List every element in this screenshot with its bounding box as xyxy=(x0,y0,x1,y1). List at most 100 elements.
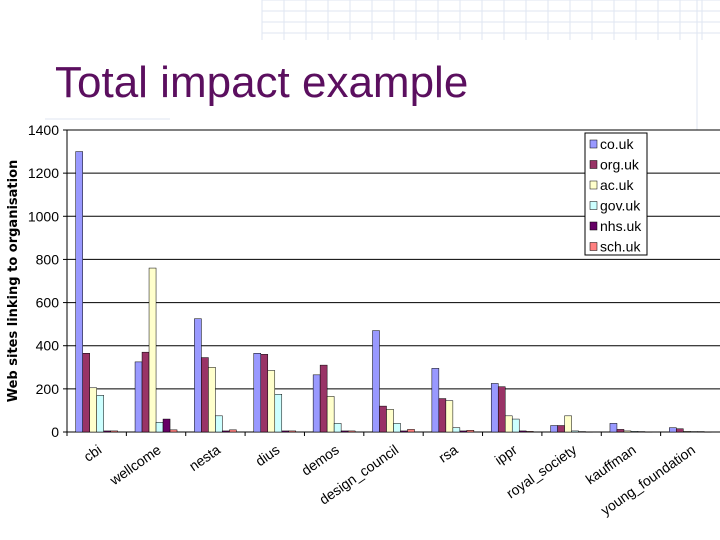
bar-sch-uk-kauffman xyxy=(644,431,653,433)
bar-nhs-uk-rsa xyxy=(459,430,468,433)
legend-label-ac-uk: ac.uk xyxy=(600,177,634,193)
legend-label-sch-uk: sch.uk xyxy=(600,239,641,255)
bar-nhs-uk-dius xyxy=(281,430,290,433)
x-tick-label-dius: dius xyxy=(252,441,282,469)
y-tick-label: 600 xyxy=(36,295,60,311)
bar-co-uk-royal-society xyxy=(550,425,558,433)
bar-ac-uk-young-foundation xyxy=(683,431,691,433)
bar-nhs-uk-design-council xyxy=(400,430,408,433)
bar-gov-uk-kauffman xyxy=(630,431,639,433)
bar-gov-uk-ippr xyxy=(511,418,520,433)
bar-ac-uk-cbi xyxy=(89,387,97,433)
bar-ac-uk-royal-society xyxy=(564,415,572,433)
legend-swatch-org-uk xyxy=(589,160,598,169)
bar-sch-uk-young-foundation xyxy=(704,431,712,433)
bar-sch-uk-royal-society xyxy=(585,431,593,433)
bar-sch-uk-wellcome xyxy=(169,429,178,433)
bar-co-uk-rsa xyxy=(431,368,440,433)
bar-ac-uk-design-council xyxy=(386,409,394,433)
bar-org-uk-royal-society xyxy=(557,425,565,433)
bar-nhs-uk-nesta xyxy=(222,430,230,433)
bar-co-uk-cbi xyxy=(75,151,83,433)
bar-co-uk-nesta xyxy=(194,318,202,433)
bar-gov-uk-design-council xyxy=(393,423,401,433)
bar-co-uk-ippr xyxy=(490,383,499,433)
legend-label-gov-uk: gov.uk xyxy=(600,198,641,214)
x-tick-label-wellcome: wellcome xyxy=(106,441,164,488)
bar-gov-uk-young-foundation xyxy=(690,431,698,433)
bar-nhs-uk-royal-society xyxy=(578,431,586,433)
legend-label-nhs-uk: nhs.uk xyxy=(600,218,642,234)
bar-co-uk-demos xyxy=(312,374,321,433)
bar-gov-uk-cbi xyxy=(96,395,104,433)
bars xyxy=(75,151,712,433)
legend: co.uk org.uk ac.uk gov.uk nhs.uk sch.uk xyxy=(584,132,648,256)
bar-org-uk-wellcome xyxy=(141,351,150,433)
x-tick-label-ippr: ippr xyxy=(492,441,521,468)
bar-nhs-uk-kauffman xyxy=(637,431,646,433)
bar-gov-uk-nesta xyxy=(215,415,223,433)
y-tick-label: 400 xyxy=(36,338,60,354)
legend-swatch-nhs-uk xyxy=(589,221,598,231)
bar-ac-uk-ippr xyxy=(504,415,513,433)
y-tick-label: 0 xyxy=(51,424,59,440)
y-tick-label: 1400 xyxy=(28,122,59,138)
slide-title: Total impact example xyxy=(55,58,469,107)
x-tick-label-rsa: rsa xyxy=(435,441,460,465)
bar-ac-uk-demos xyxy=(326,396,335,433)
bar-gov-uk-royal-society xyxy=(571,430,579,433)
bar-gov-uk-dius xyxy=(274,394,283,433)
bar-sch-uk-rsa xyxy=(466,430,475,433)
bar-co-uk-young-foundation xyxy=(669,427,677,433)
bar-gov-uk-rsa xyxy=(452,427,461,433)
y-tick-label: 800 xyxy=(36,251,60,267)
legend-label-org-uk: org.uk xyxy=(600,157,640,173)
y-tick-label: 1200 xyxy=(28,165,59,181)
bar-sch-uk-nesta xyxy=(229,429,237,433)
bar-co-uk-dius xyxy=(253,353,262,433)
bar-nhs-uk-cbi xyxy=(103,430,111,433)
bar-org-uk-cbi xyxy=(82,353,90,433)
bar-sch-uk-ippr xyxy=(525,431,534,433)
x-tick-label-demos: demos xyxy=(298,441,342,478)
legend-swatch-co-uk xyxy=(589,139,598,149)
bar-ac-uk-rsa xyxy=(445,400,454,433)
bar-ac-uk-wellcome xyxy=(148,267,157,433)
bar-org-uk-nesta xyxy=(201,357,209,433)
bar-org-uk-dius xyxy=(260,354,269,433)
legend-swatch-sch-uk xyxy=(589,242,598,251)
y-tick-label: 1000 xyxy=(28,208,59,224)
background-grid-decoration xyxy=(45,0,720,130)
bar-sch-uk-design-council xyxy=(407,429,415,433)
bar-ac-uk-kauffman xyxy=(623,430,632,433)
bar-ac-uk-dius xyxy=(267,370,276,433)
bar-org-uk-ippr xyxy=(497,386,506,433)
bar-org-uk-rsa xyxy=(438,398,447,433)
y-tick-label: 200 xyxy=(36,381,60,397)
bar-sch-uk-cbi xyxy=(110,430,118,433)
bar-nhs-uk-demos xyxy=(340,430,349,433)
legend-label-co-uk: co.uk xyxy=(600,136,634,152)
bar-sch-uk-demos xyxy=(347,430,356,433)
bar-co-uk-wellcome xyxy=(134,361,143,433)
bar-org-uk-design-council xyxy=(379,405,387,433)
bar-nhs-uk-wellcome xyxy=(162,418,171,433)
x-tick-label-kauffman: kauffman xyxy=(583,441,639,487)
legend-swatch-ac-uk xyxy=(589,180,598,190)
x-tick-label-nesta: nesta xyxy=(186,441,223,474)
bar-sch-uk-dius xyxy=(288,430,297,433)
bar-org-uk-kauffman xyxy=(616,429,625,433)
x-tick-label-cbi: cbi xyxy=(81,441,105,464)
y-tick-labels: 0 200 400 600 800 1000 1200 1400 xyxy=(28,122,67,440)
bar-org-uk-young-foundation xyxy=(676,428,684,433)
y-axis-label: Web sites linking to organisation xyxy=(6,160,21,403)
bar-co-uk-kauffman xyxy=(609,423,618,433)
bar-gov-uk-wellcome xyxy=(155,422,164,433)
bar-org-uk-demos xyxy=(319,364,328,433)
bar-ac-uk-nesta xyxy=(208,367,216,433)
legend-box xyxy=(584,132,648,256)
legend-swatch-gov-uk xyxy=(589,201,598,210)
bar-gov-uk-demos xyxy=(333,423,342,433)
